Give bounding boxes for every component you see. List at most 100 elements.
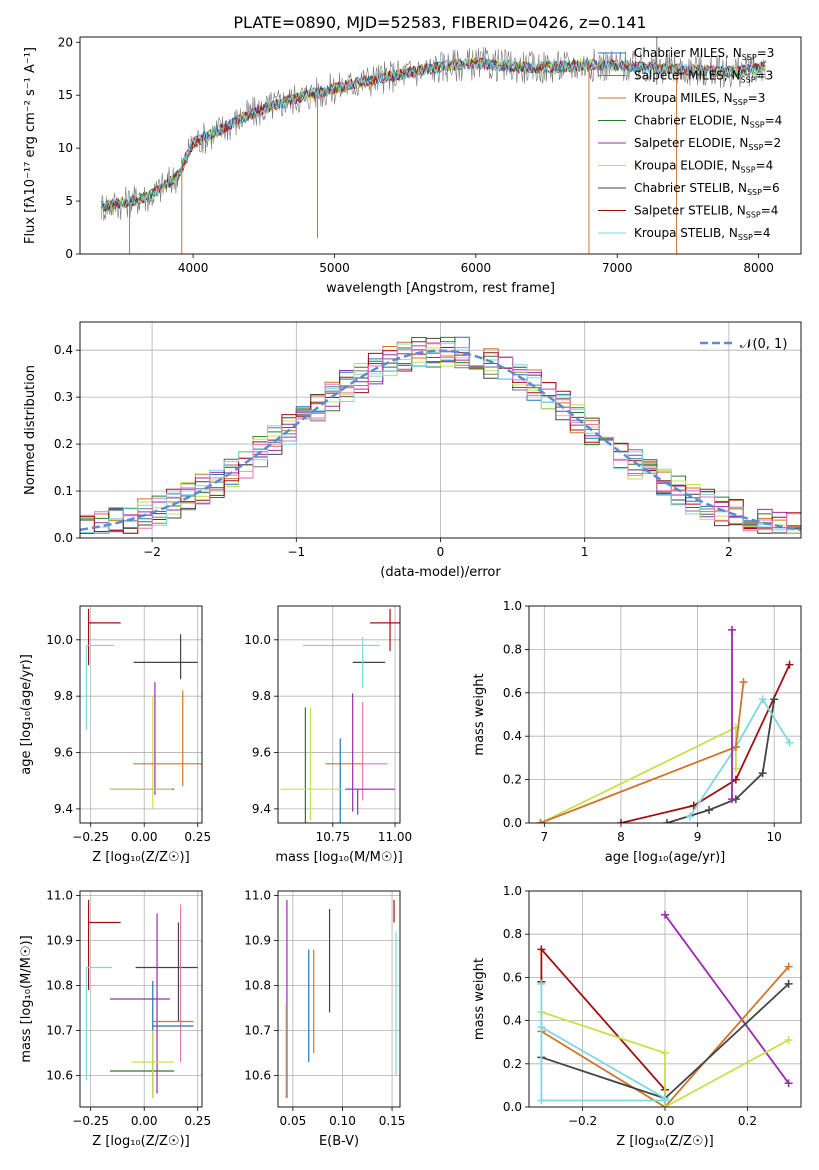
mass-weight-series xyxy=(661,910,793,1088)
x-tick-label: 0.10 xyxy=(329,1114,356,1128)
legend-entry: Chabrier ELODIE, NSSP=4 xyxy=(598,114,782,130)
legend-entry: Chabrier MILES, NSSP=3 xyxy=(598,46,774,62)
series-line xyxy=(540,1026,666,1100)
x-tick-label: 0.2 xyxy=(738,1114,757,1128)
series-marker xyxy=(728,625,737,634)
series-marker xyxy=(537,1096,546,1105)
legend-label: Chabrier ELODIE, NSSP=4 xyxy=(634,114,782,130)
y-tick-label: 11.0 xyxy=(244,889,271,903)
error-bar-point xyxy=(85,966,113,1080)
error-bar-point xyxy=(302,637,381,685)
residual-histogram xyxy=(80,350,801,534)
y-tick-label: 0.8 xyxy=(503,642,522,656)
y-axis-label: mass weight xyxy=(472,673,487,755)
error-bar-point xyxy=(370,608,400,652)
plot-area xyxy=(100,37,767,254)
legend-label: Kroupa ELODIE, NSSP=4 xyxy=(634,159,773,175)
x-tick-label: −0.2 xyxy=(568,1114,597,1128)
x-axis-label: Z [log₁₀(Z/Z☉)] xyxy=(92,850,189,865)
legend-label: Kroupa STELIB, NSSP=4 xyxy=(634,226,771,242)
y-tick-label: 9.4 xyxy=(252,802,271,816)
y-tick-label: 10.0 xyxy=(244,633,271,647)
y-tick-label: 1.0 xyxy=(503,599,522,613)
x-tick-label: 8 xyxy=(617,830,625,844)
plot-age_mass: 10.75 11.00 9.4 9.6 9.8 10.0 mass [log₁₀(M/M☉)… xyxy=(244,605,412,865)
y-tick-label: 9.8 xyxy=(54,689,73,703)
plot-spectrum: 4000 5000 6000 7000 8000 0 5 10 15 20 wavelength [… xyxy=(23,35,802,296)
x-tick-label: 11.00 xyxy=(378,830,412,844)
series-marker xyxy=(705,805,714,814)
y-tick-label: 0.4 xyxy=(54,343,73,357)
axes-frame xyxy=(79,890,203,1108)
series-marker xyxy=(685,812,694,821)
y-tick-label: 10 xyxy=(58,141,73,155)
legend-label: Kroupa MILES, NSSP=3 xyxy=(634,91,765,107)
y-tick-label: 10.8 xyxy=(244,979,271,993)
x-axis-label: age [log₁₀(age/yr)] xyxy=(605,850,726,865)
y-tick-label: 0.1 xyxy=(54,484,73,498)
series-line xyxy=(620,664,791,823)
plot-area xyxy=(278,891,400,1107)
y-tick-label: 0.8 xyxy=(503,927,522,941)
plot-mass_Z: −0.25 0.00 0.25 10.6 10.7 10.8 10.9 11.0 Z [log₁… xyxy=(19,889,211,1150)
x-axis-label: (data-model)/error xyxy=(380,565,501,580)
x-tick-label: 4000 xyxy=(178,261,209,275)
y-tick-label: 11.0 xyxy=(46,889,73,903)
series-marker xyxy=(661,1049,669,1057)
x-tick-label: 0 xyxy=(437,545,445,559)
y-tick-label: 0.2 xyxy=(503,773,522,787)
series-marker xyxy=(758,769,767,778)
x-axis-label: mass [log₁₀(M/M☉)] xyxy=(275,850,402,865)
error-bar-point xyxy=(135,922,198,1022)
x-tick-label: 7000 xyxy=(602,261,633,275)
axes-frame xyxy=(528,890,802,1108)
legend-entry: Salpeter STELIB, NSSP=4 xyxy=(598,204,778,220)
error-bar-point xyxy=(133,690,202,787)
x-axis-label: E(B-V) xyxy=(319,1134,359,1149)
x-tick-label: 0.25 xyxy=(184,1114,211,1128)
series-marker xyxy=(731,743,740,752)
series-marker xyxy=(662,819,671,823)
series-marker xyxy=(536,819,545,823)
axes-frame xyxy=(79,605,203,824)
x-tick-label: 8000 xyxy=(743,261,774,275)
series-line xyxy=(540,946,666,1107)
figure-title: PLATE=0890, MJD=52583, FIBERID=0426, z=0… xyxy=(233,13,646,32)
series-marker xyxy=(785,660,794,669)
legend-label: Chabrier MILES, NSSP=3 xyxy=(634,46,774,62)
x-tick-label: 5000 xyxy=(319,261,350,275)
gaussian-curve xyxy=(80,349,801,532)
series-marker xyxy=(784,979,793,988)
x-tick-label: 10.75 xyxy=(316,830,350,844)
series-line xyxy=(540,966,790,1107)
y-axis-label: age [log₁₀(age/yr)] xyxy=(19,654,34,775)
x-tick-label: −0.25 xyxy=(72,1114,109,1128)
x-tick-label: −0.25 xyxy=(72,830,109,844)
error-bar-point xyxy=(87,608,121,666)
mass-weight-series xyxy=(728,625,737,804)
y-tick-label: 9.6 xyxy=(252,746,271,760)
y-tick-label: 10.0 xyxy=(46,633,73,647)
y-tick-label: 0.2 xyxy=(503,1057,522,1071)
plot-residuals: −2 −1 0 1 2 0.0 0.1 0.2 0.3 0.4 (data-model)/error… xyxy=(23,321,802,580)
plot-area xyxy=(278,606,400,823)
series-marker xyxy=(661,910,669,919)
y-tick-label: 10.7 xyxy=(244,1024,271,1038)
axes-frame xyxy=(79,36,802,255)
x-tick-label: −2 xyxy=(143,545,161,559)
mass-weight-series xyxy=(536,677,748,823)
y-tick-label: 20 xyxy=(58,35,73,49)
series-marker xyxy=(758,695,767,704)
y-tick-label: 5 xyxy=(65,194,73,208)
y-axis-label: mass [log₁₀(M/M☉)] xyxy=(19,935,34,1062)
plot-area xyxy=(529,891,801,1107)
y-tick-label: 0 xyxy=(65,247,73,261)
x-tick-label: −1 xyxy=(287,545,305,559)
series-marker xyxy=(770,695,779,704)
mass-weight-series xyxy=(537,979,669,1105)
legend-entry: Kroupa STELIB, NSSP=4 xyxy=(598,226,771,242)
x-tick-label: 0.15 xyxy=(379,1114,406,1128)
series-line xyxy=(664,914,790,1084)
y-tick-label: 0.0 xyxy=(503,816,522,830)
